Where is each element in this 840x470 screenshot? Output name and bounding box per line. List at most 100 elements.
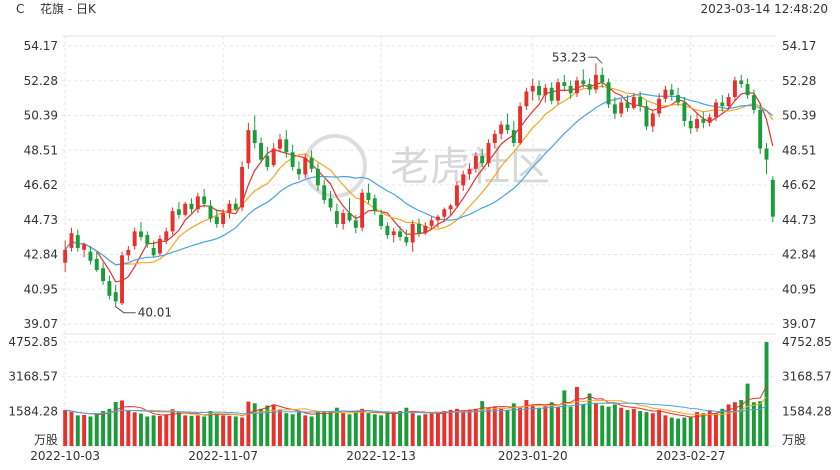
volume-bar [625,409,630,446]
candle-body [473,155,478,169]
candle-body [88,251,93,261]
volume-bar [183,415,188,446]
volume-bar [575,386,579,446]
volume-tick-left: 4752.85 [8,335,58,349]
candle-body [429,220,434,226]
candle-body [467,168,472,175]
candle-body [676,95,681,103]
volume-bar [454,408,459,446]
candle-body [707,117,712,123]
price-tick-right: 44.73 [782,213,816,227]
volume-bar [404,407,409,446]
candle-body [587,84,592,90]
volume-bar [284,413,289,446]
volume-bar [195,415,200,446]
volume-bar [107,408,112,446]
candle-body [151,247,156,256]
volume-bar [170,409,175,446]
volume-bar [587,393,592,446]
candle-body [259,143,263,160]
price-tick-left: 44.73 [24,213,58,227]
candle-body [505,124,510,131]
candle-body [423,225,428,234]
volume-bar [379,415,384,446]
candle-body [189,203,194,210]
volume-bar [612,404,617,446]
ma20-line [64,92,774,266]
volume-bar [151,415,156,446]
candle-body [170,211,175,232]
volume-bar [726,404,731,446]
candle-body [126,249,131,256]
volume-bar [518,406,523,446]
volume-bar [764,342,769,446]
candle-body [695,119,699,129]
volume-bar [347,414,352,446]
volume-bar [631,408,636,446]
volume-bar [63,410,68,446]
candle-body [745,84,750,96]
candle-body [480,155,485,164]
candle-body [486,143,491,164]
candle-body [726,96,731,107]
candle-body [195,196,200,210]
candle-body [758,109,763,149]
candle-body [75,235,80,248]
volume-bar [391,412,396,446]
candle-body [240,166,245,208]
volume-bar [720,408,725,446]
volume-ma20-line [65,402,767,415]
candle-body [499,124,504,134]
volume-bar [315,410,320,446]
volume-bar [296,412,301,446]
price-tick-right: 54.17 [782,39,816,53]
candle-body [682,102,687,121]
volume-bar [600,405,605,446]
candle-body [537,85,542,96]
volume-unit-left: 万股 [34,433,58,447]
candle-body [132,231,137,247]
candle-body [518,106,523,144]
volume-bar [290,414,295,446]
candle-body [398,231,403,237]
volume-bar [398,410,403,446]
price-tick-left: 40.95 [24,282,58,296]
candle-body [524,91,529,107]
volume-bar [410,413,415,446]
price-tick-left: 39.07 [24,317,58,331]
candle-body [334,211,339,225]
volume-bar [530,404,535,446]
volume-bar [157,415,162,446]
volume-bar [480,401,485,446]
candle-body [688,120,693,129]
volume-bar [657,409,662,446]
volume-bar [353,412,358,446]
date-tick-label: 2022-12-13 [346,449,416,463]
candle-body [644,106,649,127]
volume-bar [278,409,282,446]
volume-bar [701,413,706,446]
volume-bar [524,400,529,446]
candle-body [606,82,611,105]
header-symbol: C [16,2,25,16]
candle-body [442,209,447,217]
candle-body [221,212,226,225]
volume-bar [372,414,377,446]
date-tick-label: 2023-01-20 [498,449,568,463]
candle-body [650,113,655,127]
candle-body [315,168,320,186]
price-tick-left: 52.28 [24,74,58,88]
volume-bar [126,410,131,446]
candle-body [69,233,74,248]
volume-bar [189,415,194,446]
volume-bar [499,408,504,446]
candle-body [202,196,207,204]
volume-bar [214,413,219,446]
volume-bar [745,383,750,446]
volume-bar [676,418,681,446]
volume-bar [328,410,333,446]
candle-body [385,225,390,236]
volume-bar [669,417,674,446]
candle-body [328,198,333,208]
